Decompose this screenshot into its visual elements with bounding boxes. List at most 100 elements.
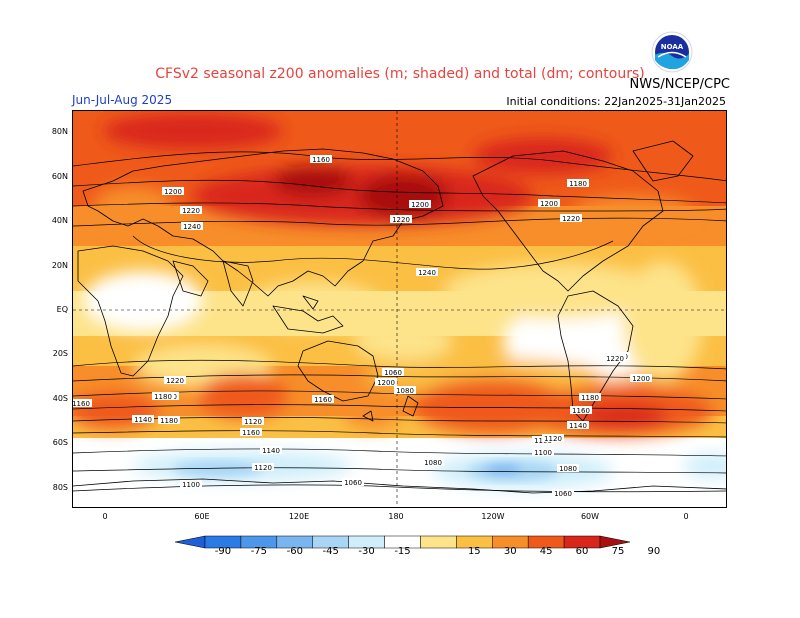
contour-label: 1240 [181, 222, 203, 231]
colorbar-label: -30 [358, 546, 375, 557]
lat-label: 20S [52, 349, 68, 358]
initial-conditions: Initial conditions: 22Jan2025-31Jan2025 [506, 95, 726, 108]
contour-label: 1180 [567, 179, 589, 188]
svg-text:1220: 1220 [166, 377, 184, 385]
svg-text:1220: 1220 [182, 207, 200, 215]
contour-label: 1240 [416, 268, 438, 277]
lon-label: 60E [194, 512, 210, 521]
svg-text:1200: 1200 [411, 201, 429, 209]
svg-text:1200: 1200 [540, 200, 558, 208]
lat-label: 40N [51, 216, 68, 225]
svg-text:1240: 1240 [418, 269, 436, 277]
colorbar-label: -60 [286, 546, 303, 557]
colorbar-label: 30 [503, 546, 517, 557]
contour-label: 1220 [180, 206, 202, 215]
lat-label: 40S [52, 394, 68, 403]
svg-text:1060: 1060 [344, 479, 362, 487]
contour-label: 1160 [240, 428, 262, 437]
svg-text:1220: 1220 [392, 216, 410, 224]
colorbar-label: 90 [647, 546, 661, 557]
lon-label: 120E [288, 512, 310, 521]
map-graphic: 1160120012201240120012201240118012001220… [73, 111, 726, 507]
svg-text:1060: 1060 [384, 369, 402, 377]
colorbar-label: -90 [214, 546, 232, 557]
contour-label: 1160 [73, 399, 92, 408]
colorbar-low-arrow [174, 535, 206, 549]
lon-label: 180 [388, 512, 404, 521]
svg-text:1120: 1120 [254, 464, 272, 472]
svg-text:1180: 1180 [581, 394, 599, 402]
contour-label: 1120 [542, 434, 564, 443]
colorbar-label: 75 [611, 546, 625, 557]
svg-text:1120: 1120 [244, 418, 262, 426]
contour-label: 1120 [242, 417, 264, 426]
contour-label: 1080 [422, 458, 444, 467]
contour-label: 1220 [604, 354, 626, 363]
svg-text:1100: 1100 [182, 481, 200, 489]
contour-label: 1160 [570, 406, 592, 415]
svg-text:1220: 1220 [562, 215, 580, 223]
contour-label: 1120 [252, 463, 274, 472]
contour-label: 1140 [260, 446, 282, 455]
svg-text:1060: 1060 [554, 490, 572, 498]
svg-text:1200: 1200 [377, 379, 395, 387]
svg-text:NOAA: NOAA [661, 43, 684, 51]
svg-text:1160: 1160 [242, 429, 260, 437]
svg-text:1160: 1160 [314, 396, 332, 404]
colorbar-high-arrow [599, 535, 631, 549]
svg-text:1200: 1200 [632, 375, 650, 383]
contour-label: 1080 [394, 386, 416, 395]
noaa-logo: NOAA [650, 30, 694, 78]
contour-label: 1160 [312, 395, 334, 404]
contour-label: 1200 [630, 374, 652, 383]
lon-label: 0 [683, 512, 689, 521]
colorbar-label: -45 [322, 546, 339, 557]
contour-label: 1060 [382, 368, 404, 377]
colorbar [174, 534, 631, 558]
anomaly-map: 1160 1200 1220 1240 1200 1220 1240 1180 1200 1220… [72, 110, 727, 508]
lat-label: 80N [51, 127, 68, 136]
contour-label: 1200 [162, 187, 184, 196]
lon-label: 0 [102, 512, 108, 521]
contour-label: 1180 [152, 392, 174, 401]
svg-text:1120: 1120 [544, 435, 562, 443]
contour-label: 1140 [567, 421, 589, 430]
svg-text:1140: 1140 [262, 447, 280, 455]
contour-label: 1200 [538, 199, 560, 208]
lon-label: 120W [481, 512, 505, 521]
svg-text:1160: 1160 [73, 400, 90, 408]
contour-label: 1220 [164, 376, 186, 385]
svg-text:1080: 1080 [396, 387, 414, 395]
lon-label: 60W [580, 512, 600, 521]
colorbar-label: 60 [575, 546, 589, 557]
svg-text:1240: 1240 [183, 223, 201, 231]
lat-label: 60N [51, 172, 68, 181]
contour-label: 1140 [132, 415, 154, 424]
svg-text:1080: 1080 [559, 465, 577, 473]
svg-text:1160: 1160 [312, 156, 330, 164]
contour-label: 1080 [557, 464, 579, 473]
contour-label: 1200 [375, 378, 397, 387]
svg-text:1080: 1080 [424, 459, 442, 467]
lat-label: 60S [52, 438, 68, 447]
colorbar-label: -15 [394, 546, 411, 557]
contour-label: 1060 [342, 478, 364, 487]
chart-title: CFSv2 seasonal z200 anomalies (m; shaded… [155, 66, 645, 82]
contour-label: 1160 [310, 155, 332, 164]
contour-label: 1180 [158, 416, 180, 425]
agency-label: NWS/NCEP/CPC [629, 77, 730, 92]
svg-text:1100: 1100 [534, 449, 552, 457]
contour-label: 1100 [180, 480, 202, 489]
colorbar-label: 15 [467, 546, 481, 557]
contour-label: 1180 [579, 393, 601, 402]
contour-label: 1220 [390, 215, 412, 224]
colorbar-segment [420, 535, 457, 549]
svg-text:1220: 1220 [606, 355, 624, 363]
svg-text:1140: 1140 [134, 416, 152, 424]
contour-label: 1220 [560, 214, 582, 223]
svg-text:1180: 1180 [569, 180, 587, 188]
contour-label: 1060 [552, 489, 574, 498]
lat-label: EQ [56, 305, 68, 314]
contour-label: 1100 [532, 448, 554, 457]
svg-text:1160: 1160 [572, 407, 590, 415]
